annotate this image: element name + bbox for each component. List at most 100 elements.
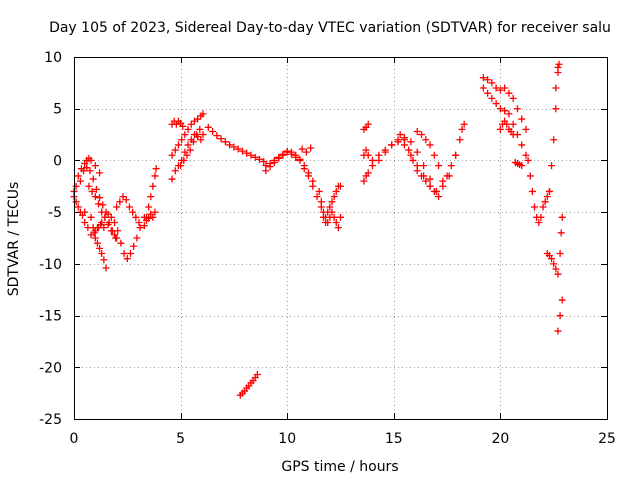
data-point bbox=[509, 131, 517, 139]
data-point bbox=[554, 270, 562, 278]
data-point bbox=[145, 214, 153, 222]
data-point bbox=[95, 200, 103, 208]
data-point bbox=[96, 169, 104, 177]
data-point bbox=[111, 218, 119, 226]
data-point bbox=[180, 156, 188, 164]
data-point bbox=[430, 151, 438, 159]
data-point bbox=[85, 182, 93, 190]
series-arc-8b bbox=[317, 203, 344, 232]
data-point bbox=[496, 125, 504, 133]
data-point bbox=[548, 255, 556, 263]
data-point bbox=[171, 146, 179, 154]
series-arc-12d bbox=[543, 250, 562, 278]
data-point bbox=[426, 175, 434, 183]
data-point bbox=[302, 148, 310, 156]
data-point bbox=[501, 107, 509, 115]
x-tick-label: 25 bbox=[598, 431, 616, 447]
data-point bbox=[364, 120, 372, 128]
data-point bbox=[488, 94, 496, 102]
data-point bbox=[89, 175, 97, 183]
data-point bbox=[479, 84, 487, 92]
data-point bbox=[76, 177, 84, 185]
data-point bbox=[552, 105, 560, 113]
data-point bbox=[381, 148, 389, 156]
data-point bbox=[407, 151, 415, 159]
y-tick-labels: -25 -20 -15 -10 -5 0 5 10 bbox=[39, 50, 62, 428]
data-point bbox=[522, 151, 530, 159]
data-point bbox=[149, 182, 157, 190]
data-point bbox=[364, 169, 372, 177]
data-point bbox=[435, 162, 443, 170]
data-point bbox=[556, 250, 564, 258]
data-point bbox=[488, 79, 496, 87]
data-point bbox=[177, 162, 185, 170]
data-point bbox=[305, 169, 313, 177]
data-point bbox=[204, 123, 212, 131]
data-point bbox=[430, 187, 438, 195]
data-point bbox=[522, 125, 530, 133]
data-point bbox=[556, 312, 564, 320]
data-point bbox=[296, 155, 304, 163]
data-point bbox=[209, 127, 217, 135]
data-point bbox=[247, 151, 255, 159]
series-arc-8a bbox=[315, 182, 344, 221]
data-point bbox=[119, 193, 127, 201]
series-arc-12e bbox=[556, 213, 566, 258]
data-point bbox=[330, 213, 338, 221]
data-point bbox=[309, 177, 317, 185]
data-point bbox=[554, 63, 562, 71]
data-point bbox=[151, 208, 159, 216]
data-point bbox=[456, 136, 464, 144]
y-tick-label: 10 bbox=[44, 50, 62, 66]
data-point bbox=[135, 218, 143, 226]
data-point bbox=[555, 60, 563, 68]
axis-ticks bbox=[74, 57, 608, 420]
data-point bbox=[496, 86, 504, 94]
data-point bbox=[98, 250, 106, 258]
data-point bbox=[328, 198, 336, 206]
data-point bbox=[234, 145, 242, 153]
data-point bbox=[193, 131, 201, 139]
data-point bbox=[213, 132, 221, 140]
data-points bbox=[70, 60, 566, 399]
series-arc-3a bbox=[140, 165, 160, 230]
data-point bbox=[364, 151, 372, 159]
data-point bbox=[270, 156, 278, 164]
data-point bbox=[557, 229, 565, 237]
data-point bbox=[413, 167, 421, 175]
y-tick-label: -5 bbox=[48, 205, 62, 221]
data-point bbox=[319, 213, 327, 221]
data-point bbox=[113, 234, 121, 242]
data-point bbox=[324, 218, 332, 226]
data-point bbox=[388, 141, 396, 149]
data-point bbox=[96, 244, 104, 252]
series-arc-10a bbox=[368, 125, 466, 195]
data-point bbox=[328, 208, 336, 216]
data-point bbox=[505, 89, 513, 97]
data-point bbox=[509, 94, 517, 102]
data-point bbox=[422, 177, 430, 185]
chart-title: Day 105 of 2023, Sidereal Day-to-day VTE… bbox=[49, 20, 611, 36]
data-point bbox=[317, 203, 325, 211]
data-point bbox=[531, 203, 539, 211]
x-tick-label: 0 bbox=[70, 431, 79, 447]
data-point bbox=[217, 135, 225, 143]
data-point bbox=[313, 193, 321, 201]
data-point bbox=[136, 224, 144, 232]
series-arc-5 bbox=[204, 123, 268, 165]
data-point bbox=[503, 120, 511, 128]
data-point bbox=[545, 187, 553, 195]
data-point bbox=[420, 162, 428, 170]
data-point bbox=[74, 172, 82, 180]
x-tick-label: 15 bbox=[385, 431, 403, 447]
data-point bbox=[88, 187, 96, 195]
data-point bbox=[126, 250, 134, 258]
data-point bbox=[330, 193, 338, 201]
data-point bbox=[550, 136, 558, 144]
data-point bbox=[496, 105, 504, 113]
data-point bbox=[104, 221, 112, 229]
data-point bbox=[187, 120, 195, 128]
data-point bbox=[83, 164, 91, 172]
data-point bbox=[262, 162, 270, 170]
data-point bbox=[87, 156, 95, 164]
